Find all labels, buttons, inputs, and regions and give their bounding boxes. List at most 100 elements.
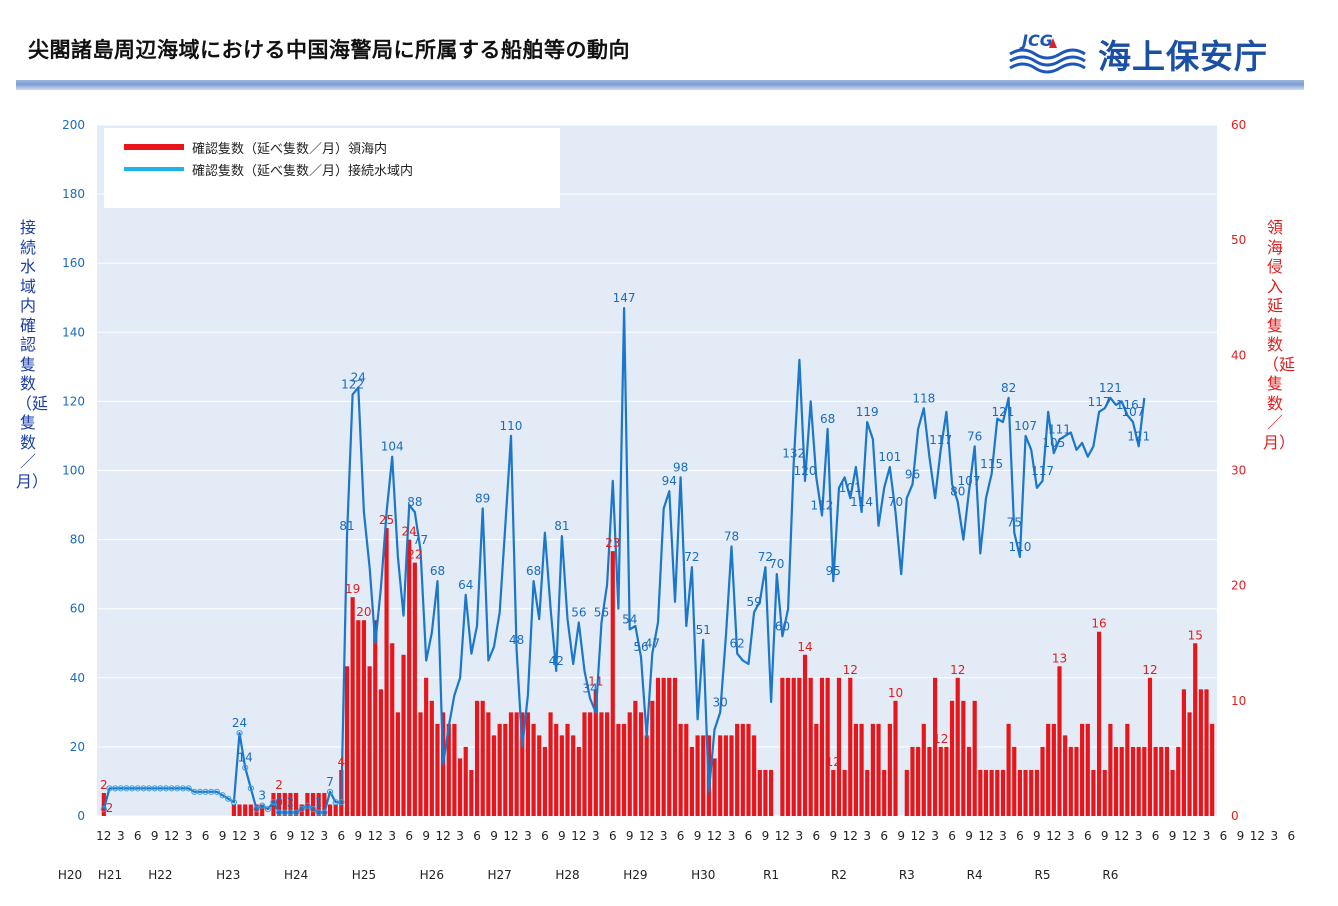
- line-point: [185, 785, 192, 792]
- bar: [1193, 643, 1198, 816]
- bar-data-label: 2: [100, 778, 108, 792]
- x-tick-label: 6: [1220, 829, 1228, 843]
- bar: [655, 677, 661, 816]
- bar-data-label: 25: [379, 513, 394, 527]
- bar: [463, 746, 468, 816]
- line-point: [236, 729, 243, 737]
- series-line: [102, 307, 1146, 814]
- y-right-tick-label: 10: [1231, 694, 1246, 708]
- bar: [808, 677, 813, 816]
- line-data-label: 101: [878, 450, 901, 464]
- bar: [1210, 723, 1215, 816]
- y-right-tick-label: 20: [1231, 579, 1246, 593]
- x-tick-label: 3: [456, 829, 464, 843]
- line-data-label: 64: [458, 578, 473, 592]
- bar: [243, 804, 248, 816]
- bar: [497, 723, 502, 816]
- bar: [978, 769, 983, 816]
- bar: [367, 666, 372, 816]
- line-data-label: 117: [929, 433, 952, 447]
- y-left-tick-label: 0: [77, 809, 85, 823]
- page-title: 尖閣諸島周辺海域における中国海警局に所属する船舶等の動向: [28, 38, 630, 62]
- line-point: [253, 805, 260, 813]
- bar: [508, 712, 514, 816]
- line-data-label: 105: [1042, 436, 1065, 450]
- bar: [797, 677, 802, 816]
- bar: [718, 735, 723, 816]
- bar: [1153, 746, 1158, 816]
- line-data-label: 76: [967, 429, 982, 443]
- bar-data-label: 12: [950, 663, 965, 677]
- x-tick-label: 9: [151, 829, 159, 843]
- x-tick-label: 12: [707, 829, 722, 843]
- bar: [684, 723, 689, 816]
- bar: [559, 735, 564, 816]
- x-tick-label: 6: [541, 829, 549, 843]
- line-point: [247, 785, 254, 792]
- line-data-label: 60: [775, 619, 790, 633]
- x-tick-label: 9: [422, 829, 430, 843]
- line-data-label: 89: [475, 492, 490, 506]
- x-tick-label: 9: [1237, 829, 1245, 843]
- x-tick-label: 12: [775, 829, 790, 843]
- bar: [938, 746, 943, 816]
- x-tick-label: 3: [388, 829, 396, 843]
- x-tick-label: 9: [1033, 829, 1041, 843]
- x-tick-label: 3: [1203, 829, 1211, 843]
- x-tick-label: 3: [999, 829, 1007, 843]
- logo-abbrev: JCG: [1022, 31, 1053, 50]
- line-data-label: 114: [850, 495, 873, 509]
- x-tick-label: 6: [677, 829, 685, 843]
- bar: [293, 792, 299, 816]
- era-label: H28: [555, 868, 579, 882]
- x-tick-label: 6: [202, 829, 210, 843]
- line-data-label: 122: [341, 377, 364, 391]
- bar: [910, 746, 915, 816]
- y-axis-left: 0 20 40 60 80 100 120 140 160 180 200: [62, 118, 85, 823]
- bar: [859, 723, 864, 816]
- bar: [842, 769, 847, 816]
- x-tick-label: 9: [694, 829, 702, 843]
- bar: [588, 712, 593, 816]
- x-tick-label: 3: [592, 829, 600, 843]
- line-point: [242, 764, 249, 771]
- line-point: [309, 805, 317, 813]
- bar-data-label: 12: [826, 755, 841, 769]
- bar: [746, 723, 751, 816]
- line-point: [259, 802, 266, 809]
- bar: [1051, 723, 1056, 816]
- bar: [1063, 735, 1068, 816]
- line-data-label: 70: [888, 495, 903, 509]
- x-tick-label: 3: [1067, 829, 1075, 843]
- era-label: H23: [216, 868, 240, 882]
- line-data-label: 118: [912, 391, 935, 405]
- bar: [474, 700, 480, 816]
- line-data-label: 68: [526, 564, 541, 578]
- bar: [1204, 689, 1209, 816]
- waves-icon: [1009, 38, 1086, 74]
- logo-name: 海上保安庁: [1098, 37, 1268, 76]
- line-data-label: 147: [613, 291, 636, 305]
- bar: [480, 700, 485, 816]
- x-tick-label: 3: [863, 829, 871, 843]
- line-data-label: 1: [315, 796, 323, 810]
- line-data-label: 77: [413, 533, 428, 547]
- legend: 確認隻数（延べ隻数／月）領海内 確認隻数（延べ隻数／月）接続水域内: [104, 128, 560, 208]
- x-tick-label: 9: [897, 829, 905, 843]
- bar: [486, 712, 491, 816]
- line-data-label: 96: [905, 467, 920, 481]
- bar-data-label: 12: [843, 663, 858, 677]
- line-data-label: 0: [275, 796, 283, 810]
- bar: [1012, 746, 1017, 816]
- x-tick-label: 3: [185, 829, 193, 843]
- bar-data-label: 4: [338, 755, 346, 769]
- bar-data-label: 15: [1188, 628, 1203, 642]
- bar: [254, 804, 259, 816]
- x-tick-label: 12: [96, 829, 111, 843]
- bar: [1046, 723, 1051, 816]
- x-tick-label: 12: [571, 829, 586, 843]
- line-data-label: 51: [696, 623, 711, 637]
- bar: [277, 792, 282, 816]
- bar: [966, 746, 972, 816]
- bar-data-label: 12: [933, 732, 948, 746]
